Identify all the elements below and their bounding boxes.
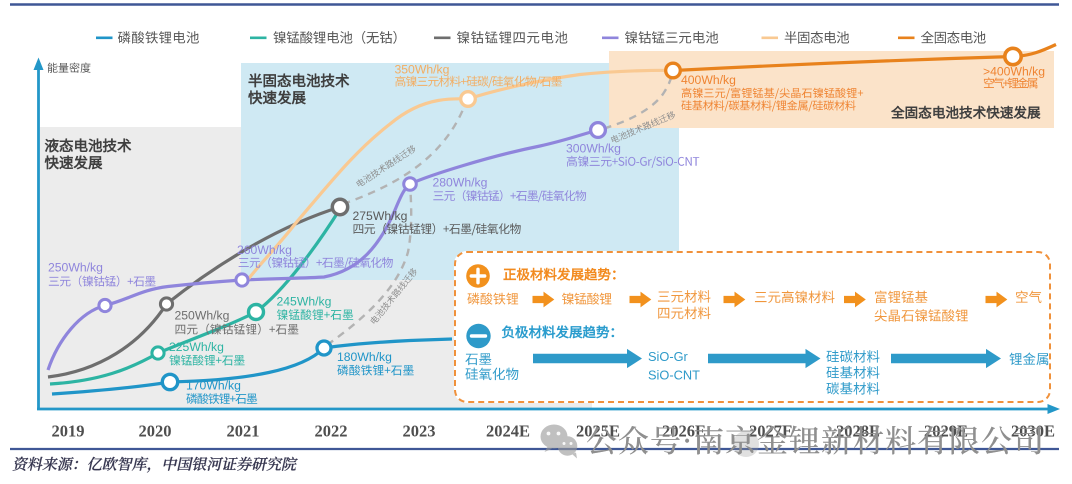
svg-text:170Wh/kg: 170Wh/kg: [186, 379, 241, 393]
svg-text:400Wh/kg: 400Wh/kg: [681, 73, 736, 87]
svg-text:245Wh/kg: 245Wh/kg: [277, 295, 332, 309]
svg-text:>400Wh/kg: >400Wh/kg: [983, 65, 1045, 79]
svg-text:2019: 2019: [52, 422, 85, 441]
svg-text:2022: 2022: [315, 422, 348, 441]
svg-text:350Wh/kg: 350Wh/kg: [395, 62, 450, 76]
svg-text:250Wh/kg: 250Wh/kg: [175, 309, 230, 323]
svg-text:2028E: 2028E: [836, 422, 880, 441]
svg-text:2030E: 2030E: [1011, 422, 1055, 441]
svg-text:SiO-Gr: SiO-Gr: [648, 349, 689, 364]
svg-text:300Wh/kg: 300Wh/kg: [566, 142, 621, 156]
svg-text:280Wh/kg: 280Wh/kg: [433, 176, 488, 190]
svg-text:2021: 2021: [227, 422, 260, 441]
svg-text:250Wh/kg: 250Wh/kg: [48, 261, 103, 275]
svg-text:2024E: 2024E: [486, 422, 530, 441]
svg-text:2020: 2020: [139, 422, 172, 441]
svg-text:SiO-CNT: SiO-CNT: [648, 368, 700, 383]
svg-text:2023: 2023: [403, 422, 436, 441]
svg-text:180Wh/kg: 180Wh/kg: [337, 350, 392, 364]
svg-text:2027E: 2027E: [749, 422, 793, 441]
svg-text:275Wh/kg: 275Wh/kg: [353, 209, 408, 223]
svg-text:225Wh/kg: 225Wh/kg: [169, 340, 224, 354]
svg-text:260Wh/kg: 260Wh/kg: [237, 243, 292, 257]
